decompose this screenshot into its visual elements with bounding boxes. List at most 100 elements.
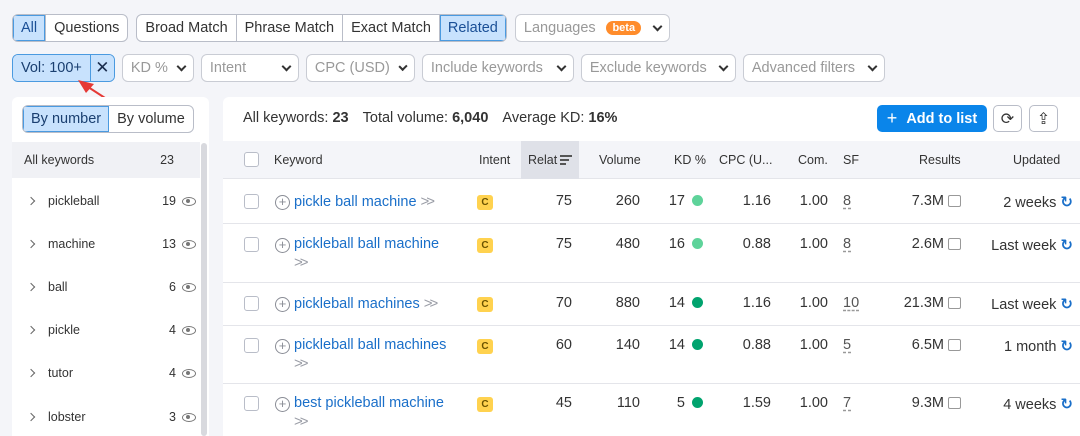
column-volume[interactable]: Volume	[599, 153, 641, 167]
row-checkbox[interactable]	[244, 237, 259, 252]
group-item[interactable]: lobster 3	[12, 402, 200, 432]
add-keyword-icon[interactable]: +	[275, 339, 290, 354]
kd-filter-dropdown[interactable]: KD %	[121, 54, 194, 82]
serp-icon[interactable]	[948, 339, 961, 351]
column-updated[interactable]: Updated	[1013, 153, 1061, 167]
group-item[interactable]: tutor 4	[12, 358, 200, 388]
row-checkbox[interactable]	[244, 194, 259, 209]
table-row: + pickleball ball machines >> C 60 140 1…	[223, 326, 1080, 384]
tab-questions[interactable]: Questions	[54, 20, 120, 36]
cpc-value: 1.16	[742, 193, 771, 209]
refresh-button[interactable]: ⟳	[993, 105, 1022, 132]
eye-icon[interactable]	[182, 412, 196, 422]
refresh-row-icon[interactable]: ↻	[1060, 296, 1073, 313]
eye-icon[interactable]	[182, 325, 196, 335]
refresh-row-icon[interactable]: ↻	[1060, 237, 1073, 254]
chevron-right-icon[interactable]	[26, 282, 36, 292]
eye-icon[interactable]	[182, 368, 196, 378]
double-chevron-icon[interactable]: >>	[420, 193, 435, 210]
group-item[interactable]: pickleball 19	[12, 186, 200, 216]
column-keyword[interactable]: Keyword	[274, 153, 323, 167]
advanced-filters-dropdown[interactable]: Advanced filters	[742, 54, 885, 82]
column-results[interactable]: Results	[919, 153, 961, 167]
com-value: 1.00	[799, 193, 828, 209]
tab-phrase-match[interactable]: Phrase Match	[237, 15, 344, 41]
serp-icon[interactable]	[948, 195, 961, 207]
volume-filter-chip[interactable]: Vol: 100+ ✕	[12, 54, 115, 82]
eye-icon[interactable]	[182, 239, 196, 249]
tab-broad-match[interactable]: Broad Match	[137, 15, 237, 41]
refresh-row-icon[interactable]: ↻	[1060, 338, 1073, 355]
add-to-list-button[interactable]: + Add to list	[877, 105, 987, 132]
serp-icon[interactable]	[948, 238, 961, 250]
row-checkbox[interactable]	[244, 338, 259, 353]
kd-dot-icon	[692, 238, 703, 249]
sf-value[interactable]: 8	[843, 193, 852, 209]
serp-icon[interactable]	[948, 397, 961, 409]
column-kd[interactable]: KD %	[674, 153, 706, 167]
by-number-button[interactable]: By number	[23, 106, 110, 132]
chevron-down-icon	[398, 61, 408, 71]
keyword-link[interactable]: pickleball machines >>	[294, 295, 438, 312]
add-keyword-icon[interactable]: +	[275, 297, 290, 312]
clear-filter-button[interactable]: ✕	[89, 55, 114, 81]
cpc-filter-dropdown[interactable]: CPC (USD)	[305, 54, 415, 82]
exclude-keywords-dropdown[interactable]: Exclude keywords	[580, 54, 736, 82]
languages-dropdown[interactable]: Languages beta	[514, 14, 670, 42]
sidebar-scrollbar[interactable]	[201, 143, 207, 436]
column-cpc[interactable]: CPC (U...	[719, 153, 773, 167]
row-checkbox[interactable]	[244, 396, 259, 411]
chevron-right-icon[interactable]	[26, 412, 36, 422]
intent-filter-dropdown[interactable]: Intent	[200, 54, 299, 82]
sf-value[interactable]: 7	[843, 395, 852, 411]
keyword-link[interactable]: pickleball ball machine	[294, 236, 440, 252]
by-volume-button[interactable]: By volume	[117, 111, 185, 127]
keywords-table-panel: All keywords: 23 Total volume: 6,040 Ave…	[223, 97, 1080, 436]
chevron-right-icon[interactable]	[26, 368, 36, 378]
column-intent[interactable]: Intent	[479, 153, 511, 167]
group-count: 6	[169, 280, 176, 294]
add-keyword-icon[interactable]: +	[275, 397, 290, 412]
group-item[interactable]: ball 6	[12, 272, 200, 302]
column-com[interactable]: Com.	[798, 153, 828, 167]
all-keywords-group[interactable]: All keywords 23	[12, 142, 200, 178]
summary-stats: All keywords: 23 Total volume: 6,040 Ave…	[243, 110, 617, 126]
eye-icon[interactable]	[182, 196, 196, 206]
column-related[interactable]: Relat	[521, 141, 579, 179]
keyword-link[interactable]: best pickleball machine	[294, 395, 444, 411]
group-name: lobster	[48, 410, 86, 424]
refresh-row-icon[interactable]: ↻	[1060, 396, 1073, 413]
sf-value[interactable]: 8	[843, 236, 852, 252]
select-all-checkbox[interactable]	[244, 152, 259, 167]
tab-exact-match[interactable]: Exact Match	[343, 15, 440, 41]
tab-all[interactable]: All	[13, 15, 47, 41]
keyword-link[interactable]: pickleball ball machines	[294, 337, 447, 353]
chevron-right-icon[interactable]	[26, 325, 36, 335]
export-button[interactable]: ⇪	[1029, 105, 1058, 132]
double-chevron-icon[interactable]: >>	[294, 355, 308, 372]
sf-value[interactable]: 10	[843, 295, 860, 311]
add-keyword-icon[interactable]: +	[275, 195, 290, 210]
group-count: 4	[169, 323, 176, 337]
volume-filter-label[interactable]: Vol: 100+	[13, 55, 90, 81]
double-chevron-icon[interactable]: >>	[423, 295, 438, 312]
group-item[interactable]: machine 13	[12, 229, 200, 259]
keyword-link[interactable]: pickle ball machine >>	[294, 193, 435, 210]
sf-value[interactable]: 5	[843, 337, 852, 353]
kd-dot-icon	[692, 297, 703, 308]
double-chevron-icon[interactable]: >>	[294, 254, 308, 271]
serp-icon[interactable]	[948, 297, 961, 309]
add-keyword-icon[interactable]: +	[275, 238, 290, 253]
group-item[interactable]: pickle 4	[12, 315, 200, 345]
row-checkbox[interactable]	[244, 296, 259, 311]
chevron-right-icon[interactable]	[26, 196, 36, 206]
column-sf[interactable]: SF	[843, 153, 859, 167]
refresh-row-icon[interactable]: ↻	[1060, 194, 1073, 211]
group-count: 13	[162, 237, 176, 251]
eye-icon[interactable]	[182, 282, 196, 292]
chevron-right-icon[interactable]	[26, 239, 36, 249]
double-chevron-icon[interactable]: >>	[294, 413, 308, 430]
tab-related[interactable]: Related	[439, 15, 506, 41]
include-keywords-dropdown[interactable]: Include keywords	[421, 54, 574, 82]
chevron-down-icon	[652, 21, 663, 31]
